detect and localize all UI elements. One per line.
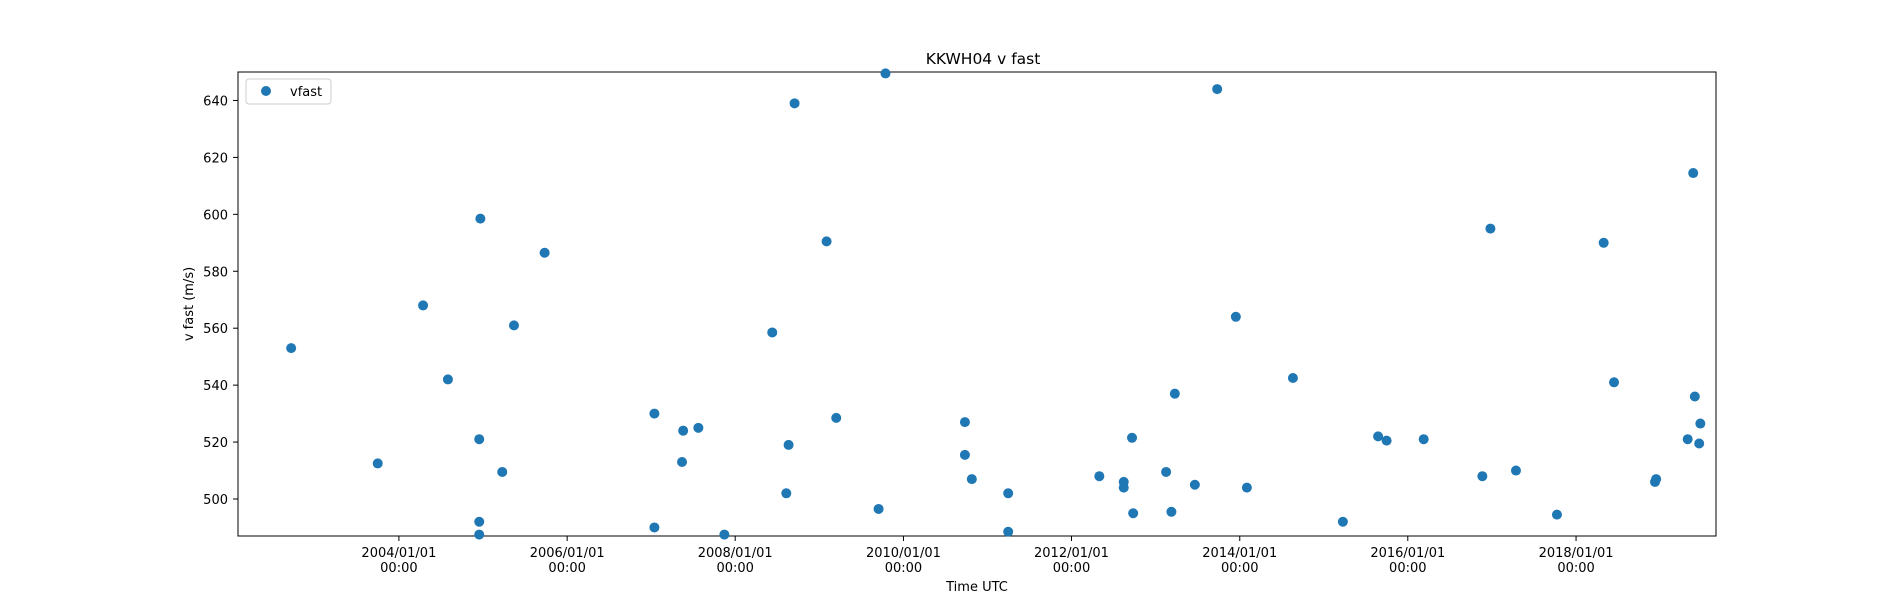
x-tick-label-time: 00:00 (380, 561, 417, 576)
x-tick-label: 2010/01/01 (866, 546, 941, 561)
y-tick-label: 580 (203, 265, 228, 280)
data-point (1418, 434, 1429, 445)
data-point (959, 417, 970, 428)
data-point (789, 98, 800, 109)
x-tick-label: 2004/01/01 (361, 546, 436, 561)
x-tick-label: 2014/01/01 (1202, 546, 1277, 561)
data-point (474, 434, 485, 445)
data-point (1287, 373, 1298, 384)
data-point (372, 458, 383, 469)
x-tick-label: 2012/01/01 (1034, 546, 1109, 561)
data-point (1241, 482, 1252, 493)
data-point (474, 516, 485, 527)
y-axis-label: v fast (m/s) (182, 267, 197, 341)
x-tick-label-time: 00:00 (1221, 561, 1258, 576)
x-tick-label-time: 00:00 (548, 561, 585, 576)
x-tick-label: 2008/01/01 (698, 546, 773, 561)
data-point (539, 247, 550, 258)
data-point (1094, 471, 1105, 482)
data-point (649, 408, 660, 419)
y-tick-label: 640 (203, 94, 228, 109)
data-point (677, 456, 688, 467)
data-point (418, 300, 429, 311)
data-point (1373, 431, 1384, 442)
data-point (1688, 168, 1699, 179)
data-point (508, 320, 519, 331)
y-tick-label: 600 (203, 208, 228, 223)
data-point (474, 529, 485, 540)
data-point (1682, 434, 1693, 445)
x-axis: 2004/01/0100:002006/01/0100:002008/01/01… (361, 536, 1614, 576)
data-point (1694, 438, 1705, 449)
data-point (1128, 508, 1139, 519)
y-tick-label: 560 (203, 322, 228, 337)
data-points (286, 68, 1706, 540)
data-point (1609, 377, 1620, 388)
x-tick-label: 2006/01/01 (530, 546, 605, 561)
legend-label: vfast (290, 85, 322, 100)
data-point (1651, 474, 1662, 485)
data-point (781, 488, 792, 499)
data-point (1551, 509, 1562, 520)
data-point (1127, 432, 1138, 443)
data-point (1477, 471, 1488, 482)
data-point (1230, 311, 1241, 322)
data-point (678, 425, 689, 436)
data-point (1510, 465, 1521, 476)
data-point (1212, 84, 1223, 95)
data-point (783, 439, 794, 450)
data-point (1689, 391, 1700, 402)
data-point (497, 466, 508, 477)
legend-box (245, 78, 332, 105)
plot-frame (237, 71, 1717, 537)
data-point (1598, 237, 1609, 248)
x-tick-label-time: 00:00 (1557, 561, 1594, 576)
data-point (767, 327, 778, 338)
legend-marker (261, 86, 271, 96)
data-point (1381, 435, 1392, 446)
data-point (1189, 479, 1200, 490)
y-axis: 500 520 540 560 580 600 620 640 (203, 94, 238, 508)
data-point (1337, 516, 1348, 527)
data-point (873, 503, 884, 514)
data-point (1161, 466, 1172, 477)
y-tick-label: 500 (203, 493, 228, 508)
data-point (959, 449, 970, 460)
data-point (880, 68, 891, 79)
data-point (1003, 488, 1014, 499)
y-tick-label: 520 (203, 436, 228, 451)
data-point (966, 474, 977, 485)
data-point (1485, 223, 1496, 234)
data-point (649, 522, 660, 533)
x-tick-label: 2016/01/01 (1370, 546, 1445, 561)
data-point (719, 529, 730, 540)
x-tick-label-time: 00:00 (1389, 561, 1426, 576)
data-point (693, 422, 704, 433)
data-point (831, 412, 842, 423)
x-tick-label: 2018/01/01 (1539, 546, 1614, 561)
data-point (1169, 388, 1180, 399)
data-point (442, 374, 453, 385)
x-axis-label: Time UTC (945, 580, 1008, 595)
x-tick-label-time: 00:00 (885, 561, 922, 576)
data-point (286, 343, 297, 354)
data-point (1695, 418, 1706, 429)
chart-title: KKWH04 v fast (926, 50, 1041, 68)
data-point (1118, 482, 1129, 493)
legend: vfast (245, 78, 332, 105)
data-point (475, 213, 486, 224)
data-point (1003, 526, 1014, 537)
data-point (1166, 506, 1177, 517)
y-tick-label: 620 (203, 151, 228, 166)
y-tick-label: 540 (203, 379, 228, 394)
plot-area (237, 71, 1717, 537)
x-tick-label-time: 00:00 (716, 561, 753, 576)
data-point (821, 236, 832, 247)
x-tick-label-time: 00:00 (1053, 561, 1090, 576)
